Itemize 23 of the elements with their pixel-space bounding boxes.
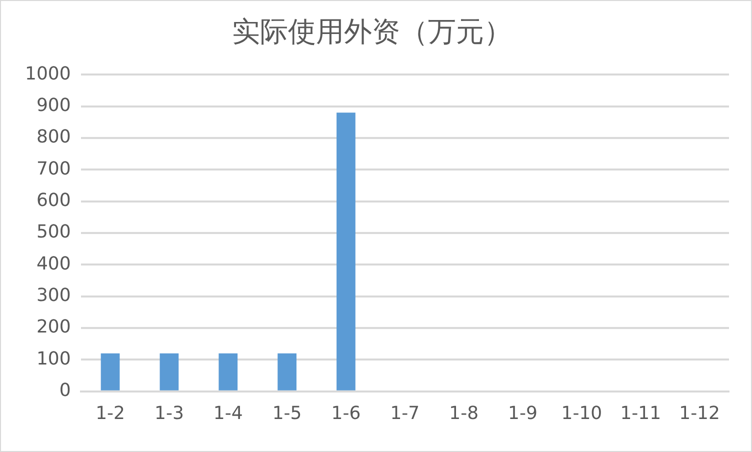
chart-title: 实际使用外资（万元） bbox=[232, 15, 512, 48]
y-tick-label: 1000 bbox=[24, 63, 71, 84]
y-tick-label: 100 bbox=[36, 348, 71, 370]
y-tick-label: 300 bbox=[36, 285, 71, 306]
y-tick-label: 400 bbox=[36, 253, 71, 274]
x-tick-label: 1-2 bbox=[96, 402, 125, 424]
y-tick-label: 800 bbox=[36, 126, 71, 148]
y-tick-label: 600 bbox=[36, 190, 71, 211]
x-tick-label: 1-5 bbox=[272, 402, 302, 424]
y-tick-label: 0 bbox=[59, 380, 71, 402]
x-tick-label: 1-10 bbox=[561, 402, 602, 424]
x-tick-label: 1-3 bbox=[154, 402, 184, 424]
y-tick-label: 900 bbox=[36, 94, 71, 116]
x-tick-label: 1-11 bbox=[620, 402, 662, 424]
x-tick-label: 1-12 bbox=[679, 402, 720, 424]
x-tick-label: 1-7 bbox=[390, 402, 420, 424]
x-tick-label: 1-6 bbox=[331, 402, 361, 424]
x-tick-label: 1-4 bbox=[213, 402, 243, 424]
x-tick-label: 1-9 bbox=[508, 402, 538, 424]
y-tick-label: 200 bbox=[36, 316, 71, 338]
y-tick-label: 500 bbox=[36, 222, 71, 243]
y-tick-label: 700 bbox=[36, 158, 71, 180]
x-tick-label: 1-8 bbox=[449, 402, 479, 424]
